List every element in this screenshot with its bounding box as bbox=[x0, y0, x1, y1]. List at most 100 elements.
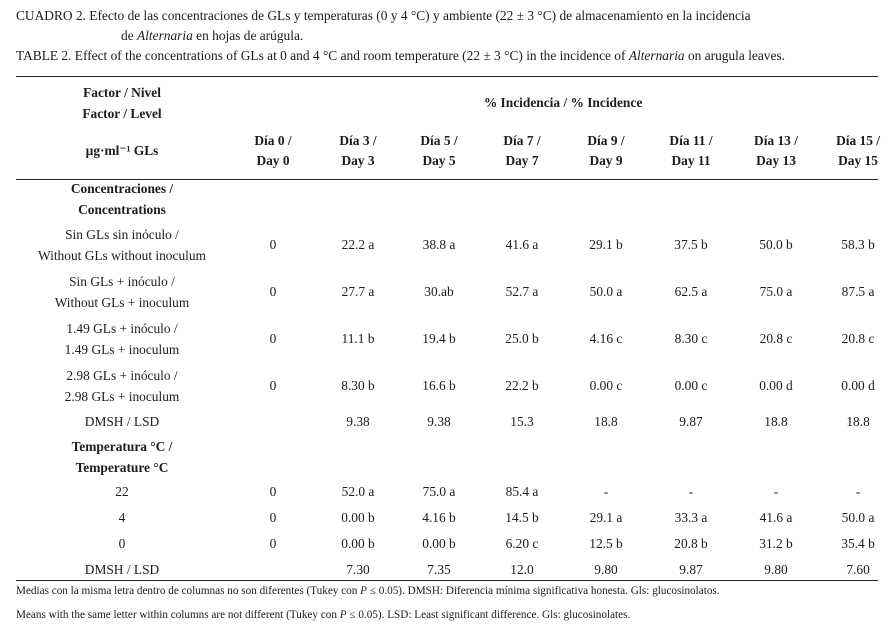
table-cell: 37.5 b bbox=[674, 237, 708, 252]
table-row: 1.49 GLs + inóculo /1.49 GLs + inoculum … bbox=[16, 315, 888, 362]
day-header-en: Day 5 bbox=[422, 153, 456, 168]
factor-header: Factor / Nivel Factor / Level bbox=[16, 80, 228, 125]
table-cell: 9.38 bbox=[346, 414, 370, 429]
table-cell: 7.30 bbox=[346, 562, 370, 577]
factor-header-es: Factor / Nivel bbox=[83, 84, 161, 100]
lsd-row: DMSH / LSD 9.38 9.38 15.3 18.8 9.87 18.8… bbox=[16, 409, 888, 435]
section-label-en: Concentrations bbox=[78, 202, 166, 217]
table-cell bbox=[228, 409, 318, 435]
table-cell: 7.60 bbox=[846, 562, 870, 577]
table-cell: 0 bbox=[269, 331, 277, 346]
table-cell: 12.5 b bbox=[589, 536, 623, 551]
day-header-es: Día 0 / bbox=[254, 133, 292, 148]
table-cell: 0 bbox=[269, 536, 277, 551]
table-cell: 18.8 bbox=[846, 414, 870, 429]
factor-header-en: Factor / Level bbox=[82, 105, 162, 121]
table-cell: 22.2 a bbox=[341, 237, 375, 252]
row-label-en: Without GLs without inoculum bbox=[38, 247, 206, 263]
top-rule bbox=[16, 76, 878, 77]
table-row: Sin GLs sin inóculo / Without GLs without… bbox=[16, 221, 888, 268]
section-row-temperature: Temperatura °C / Temperature °C bbox=[16, 435, 888, 479]
table-cell: 4.16 b bbox=[422, 510, 456, 525]
section-row-concentrations: Concentraciones / Concentrations bbox=[16, 177, 888, 221]
table-cell: 19.4 b bbox=[422, 331, 456, 346]
table-cell: 9.87 bbox=[679, 562, 703, 577]
table-cell: 29.1 a bbox=[589, 510, 623, 525]
row-label-es: Sin GLs + inóculo / bbox=[69, 273, 175, 289]
caption-spanish-line2-post: en hojas de arúgula. bbox=[192, 28, 304, 43]
header-row-2: µg·ml⁻¹ GLs Día 0 / Day 0 Día 3 / Day 3 Dí… bbox=[16, 125, 888, 177]
table-cell: - bbox=[855, 484, 861, 499]
incidence-table: Factor / Nivel Factor / Level % Incidenc… bbox=[16, 80, 888, 583]
day-header-en: Day 3 bbox=[341, 153, 375, 168]
table-caption: CUADRO 2. Efecto de las concentraciones … bbox=[16, 6, 882, 66]
day-header-es: Día 13 / bbox=[754, 133, 798, 148]
row-label-en: 1.49 GLs + inoculum bbox=[64, 341, 180, 357]
table-cell bbox=[228, 557, 318, 583]
section-spacer bbox=[228, 435, 888, 479]
section-label-es: Concentraciones / bbox=[70, 181, 174, 196]
row-label-es: 2.98 GLs + inóculo / bbox=[66, 367, 178, 383]
day-header: Día 0 / Day 0 bbox=[228, 125, 318, 177]
day-header: Día 15 / Day 15 bbox=[818, 125, 888, 177]
row-label: 4 bbox=[118, 510, 126, 525]
caption-spanish-line2: de Alternaria en hojas de arúgula. bbox=[16, 26, 882, 46]
table-cell: 50.0 a bbox=[589, 284, 623, 299]
footnote-english: Means with the same letter within column… bbox=[16, 609, 882, 621]
footnote-english-p: P bbox=[339, 609, 347, 621]
row-label: 22 bbox=[115, 484, 129, 499]
day-header: Día 13 / Day 13 bbox=[734, 125, 818, 177]
caption-english: TABLE 2. Effect of the concentrations of… bbox=[16, 46, 882, 66]
row-label-en: 2.98 GLs + inoculum bbox=[64, 388, 180, 404]
table-cell: 15.3 bbox=[510, 414, 534, 429]
table-cell: 75.0 a bbox=[759, 284, 793, 299]
row-label: Sin GLs + inóculo / Without GLs + inoculu… bbox=[16, 268, 228, 315]
caption-spanish-line1: CUADRO 2. Efecto de las concentraciones … bbox=[16, 8, 751, 23]
table-cell: - bbox=[603, 484, 609, 499]
table-cell: 0.00 b bbox=[341, 510, 375, 525]
caption-spanish-line2-pre: de bbox=[121, 28, 137, 43]
section-label: Temperatura °C / Temperature °C bbox=[16, 435, 228, 479]
row-label: Sin GLs sin inóculo / Without GLs without… bbox=[16, 221, 228, 268]
section-label: Concentraciones / Concentrations bbox=[16, 177, 228, 221]
table-cell: 16.6 b bbox=[422, 378, 456, 393]
table-cell: 52.0 a bbox=[341, 484, 375, 499]
day-header: Día 9 / Day 9 bbox=[564, 125, 648, 177]
row-label-es: Sin GLs sin inóculo / bbox=[65, 226, 179, 242]
day-header-es: Día 5 / bbox=[420, 133, 458, 148]
table-cell: 9.38 bbox=[427, 414, 451, 429]
table-cell: 27.7 a bbox=[341, 284, 375, 299]
footnote-spanish: Medias con la misma letra dentro de colu… bbox=[16, 585, 882, 597]
table-cell: 6.20 c bbox=[505, 536, 539, 551]
table-cell: 50.0 a bbox=[841, 510, 875, 525]
table-cell: 0.00 c bbox=[674, 378, 708, 393]
section-spacer bbox=[228, 177, 888, 221]
table-cell: 0 bbox=[269, 378, 277, 393]
day-header-en: Day 15 bbox=[838, 153, 878, 168]
day-header-es: Día 3 / bbox=[339, 133, 377, 148]
table-cell: 8.30 c bbox=[674, 331, 708, 346]
table-cell: 85.4 a bbox=[505, 484, 539, 499]
table-cell: 18.8 bbox=[764, 414, 788, 429]
day-header: Día 7 / Day 7 bbox=[480, 125, 564, 177]
table-cell: 8.30 b bbox=[341, 378, 375, 393]
table-cell: 9.80 bbox=[764, 562, 788, 577]
table-cell: 25.0 b bbox=[505, 331, 539, 346]
section-label-en: Temperature °C bbox=[75, 460, 169, 475]
day-header-es: Día 15 / bbox=[836, 133, 880, 148]
table-cell: 0.00 b bbox=[422, 536, 456, 551]
header-rule bbox=[16, 179, 878, 180]
table-cell: 7.35 bbox=[427, 562, 451, 577]
bottom-rule bbox=[16, 580, 878, 581]
footnote-spanish-p: P bbox=[360, 585, 367, 597]
table-cell: - bbox=[773, 484, 779, 499]
table-cell: 12.0 bbox=[510, 562, 534, 577]
caption-english-pre: TABLE 2. Effect of the concentrations of… bbox=[16, 48, 629, 63]
table-cell: 87.5 a bbox=[841, 284, 875, 299]
day-header: Día 3 / Day 3 bbox=[318, 125, 398, 177]
table-cell: 14.5 b bbox=[505, 510, 539, 525]
table-cell: 50.0 b bbox=[759, 237, 793, 252]
incidence-header: % Incidencia / % Incidence bbox=[483, 94, 643, 110]
row-label: 2.98 GLs + inóculo / 2.98 GLs + inoculum bbox=[16, 362, 228, 409]
lsd-row: DMSH / LSD 7.30 7.35 12.0 9.80 9.87 9.80… bbox=[16, 557, 888, 583]
